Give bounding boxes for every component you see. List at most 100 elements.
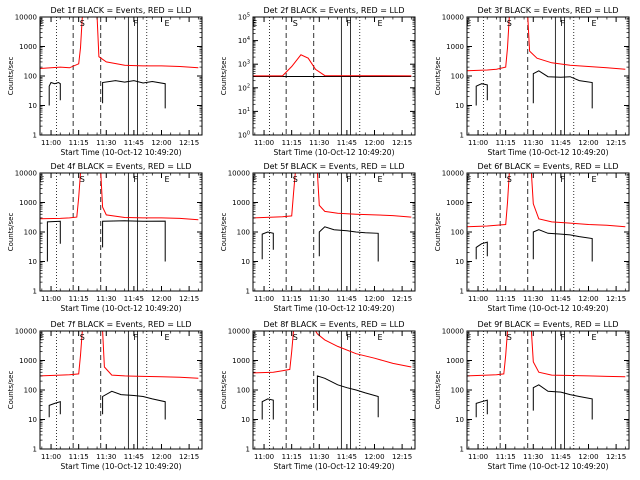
event-marker-label: F xyxy=(133,19,138,28)
x-tick-label: 11:30 xyxy=(309,295,329,303)
event-marker-label: F xyxy=(346,19,351,28)
y-tick-label: 10 xyxy=(28,258,37,266)
x-tick-label: 12:15 xyxy=(392,453,412,461)
y-tick-label: 100 xyxy=(237,229,250,237)
y-axis-label: Counts/sec xyxy=(220,57,228,96)
y-tick-label: 100 xyxy=(238,131,250,140)
x-tick-label: 11:15 xyxy=(69,295,89,303)
y-tick-label: 100 xyxy=(451,73,464,81)
lld-series-line xyxy=(253,54,412,77)
x-axis-label: Start Time (10-Oct-12 10:49:20) xyxy=(273,148,394,157)
y-tick-label: 1000 xyxy=(446,199,464,207)
y-axis-label: Counts/sec xyxy=(220,371,228,410)
x-tick-label: 12:00 xyxy=(578,139,598,147)
y-tick-label: 100 xyxy=(24,229,37,237)
x-tick-label: 11:15 xyxy=(496,139,516,147)
x-tick-label: 11:45 xyxy=(551,453,571,461)
y-tick-label: 10 xyxy=(455,102,464,110)
panel-title: Det 4f BLACK = Events, RED = LLD xyxy=(50,162,191,171)
y-tick-label: 103 xyxy=(238,60,250,69)
x-tick-label: 12:15 xyxy=(392,295,412,303)
x-axis-label: Start Time (10-Oct-12 10:49:20) xyxy=(273,304,394,313)
y-tick-label: 1 xyxy=(33,446,37,454)
y-tick-label: 10 xyxy=(241,258,250,266)
y-tick-label: 10000 xyxy=(15,14,37,22)
y-tick-label: 10000 xyxy=(442,14,464,22)
y-tick-label: 10000 xyxy=(228,328,250,336)
x-tick-label: 11:30 xyxy=(523,139,543,147)
x-tick-label: 11:00 xyxy=(254,139,274,147)
event-marker-label: S xyxy=(293,175,298,184)
x-axis-label: Start Time (10-Oct-12 10:49:20) xyxy=(487,304,608,313)
events-series-line xyxy=(48,81,61,106)
x-tick-label: 11:00 xyxy=(41,139,61,147)
event-marker-label: S xyxy=(293,19,298,28)
event-marker-label: E xyxy=(377,175,382,184)
plot-frame xyxy=(466,330,630,450)
x-axis-label: Start Time (10-Oct-12 10:49:20) xyxy=(487,148,608,157)
event-marker-label: F xyxy=(560,333,565,342)
event-marker-label: E xyxy=(591,19,596,28)
y-axis-label: Counts/sec xyxy=(7,57,15,96)
y-tick-label: 100 xyxy=(24,387,37,395)
events-series-line xyxy=(475,241,488,260)
x-tick-label: 11:45 xyxy=(124,295,144,303)
x-tick-label: 12:00 xyxy=(151,295,171,303)
series-group xyxy=(467,173,626,262)
x-tick-label: 11:00 xyxy=(254,453,274,461)
y-tick-label: 1000 xyxy=(446,43,464,51)
lld-series-line xyxy=(40,173,199,221)
events-series-line xyxy=(475,399,488,418)
y-axis-label: Counts/sec xyxy=(434,57,442,96)
events-series-line xyxy=(532,229,593,262)
x-tick-label: 11:30 xyxy=(96,295,116,303)
event-marker-label: E xyxy=(377,333,382,342)
y-axis-label: Counts/sec xyxy=(434,213,442,252)
x-axis-label: Start Time (10-Oct-12 10:49:20) xyxy=(273,462,394,471)
x-tick-label: 11:45 xyxy=(337,453,357,461)
lld-series-line xyxy=(253,331,412,374)
events-series-line xyxy=(48,401,61,418)
y-tick-label: 10 xyxy=(455,258,464,266)
y-tick-label: 1 xyxy=(246,288,250,296)
panel-title: Det 6f BLACK = Events, RED = LLD xyxy=(477,162,618,171)
event-marker-label: E xyxy=(164,175,169,184)
events-series-line xyxy=(532,384,593,420)
x-tick-label: 12:15 xyxy=(179,295,199,303)
series-group xyxy=(40,331,199,420)
x-tick-label: 12:00 xyxy=(364,139,384,147)
event-marker-label: S xyxy=(293,333,298,342)
lld-series-line xyxy=(467,17,626,72)
x-tick-label: 11:15 xyxy=(496,295,516,303)
plot-frame xyxy=(39,330,203,450)
x-tick-label: 11:15 xyxy=(496,453,516,461)
x-tick-label: 11:15 xyxy=(69,453,89,461)
event-marker-label: F xyxy=(346,175,351,184)
y-tick-label: 1 xyxy=(460,132,464,140)
events-series-line xyxy=(532,70,593,109)
plot-frame xyxy=(252,16,416,136)
x-axis-label: Start Time (10-Oct-12 10:49:20) xyxy=(60,148,181,157)
y-tick-label: 10 xyxy=(28,102,37,110)
event-marker-label: E xyxy=(252,19,257,28)
x-tick-label: 12:15 xyxy=(606,453,626,461)
x-axis-label: Start Time (10-Oct-12 10:49:20) xyxy=(60,304,181,313)
panel-title: Det 9f BLACK = Events, RED = LLD xyxy=(477,320,618,329)
x-tick-label: 11:30 xyxy=(309,453,329,461)
x-tick-label: 11:00 xyxy=(468,453,488,461)
x-tick-label: 11:45 xyxy=(337,295,357,303)
y-tick-label: 1 xyxy=(246,446,250,454)
y-tick-label: 101 xyxy=(238,107,250,116)
plot-frame xyxy=(39,16,203,136)
event-marker-label: S xyxy=(507,333,512,342)
plot-frame xyxy=(252,330,416,450)
y-tick-label: 10000 xyxy=(442,328,464,336)
event-marker-label: E xyxy=(164,333,169,342)
lld-series-line xyxy=(40,331,199,379)
panel-title: Det 2f BLACK = Events, RED = LLD xyxy=(263,6,404,15)
x-tick-label: 12:15 xyxy=(606,295,626,303)
